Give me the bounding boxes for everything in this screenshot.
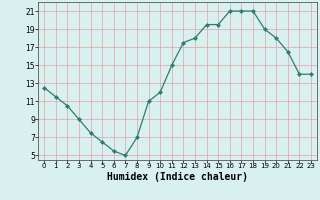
X-axis label: Humidex (Indice chaleur): Humidex (Indice chaleur)	[107, 172, 248, 182]
